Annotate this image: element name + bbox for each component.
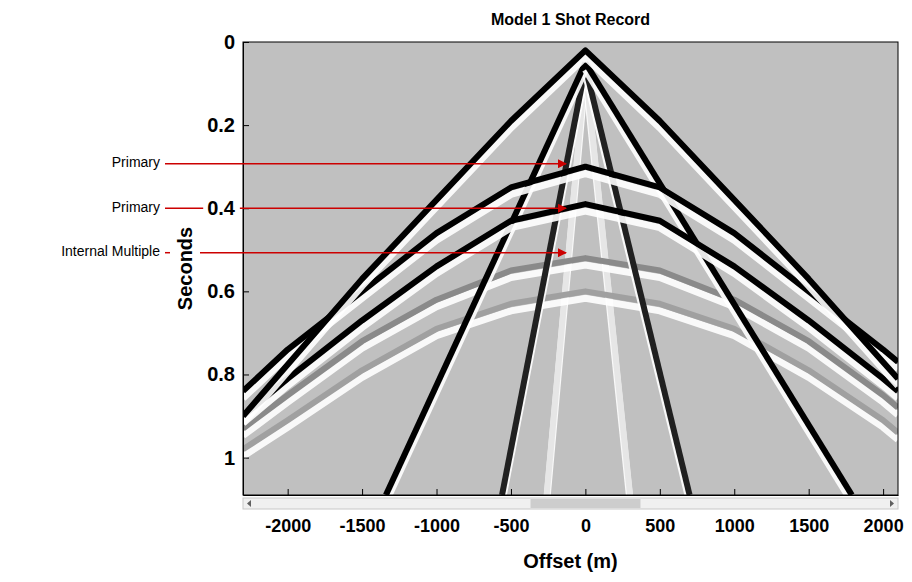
x-tick: -1000 <box>414 489 460 536</box>
x-tick-mark <box>883 489 884 495</box>
x-tick: -2000 <box>265 489 311 536</box>
y-tick-label: 0.8 <box>207 363 235 385</box>
scrollbar-arrow <box>890 500 894 507</box>
x-tick-mark <box>585 489 586 495</box>
annotation-label: Internal Multiple <box>61 243 160 259</box>
y-axis: 0 0.2 0.4 0.6 0.8 1 <box>207 31 249 496</box>
y-tick-mark <box>243 458 249 459</box>
chart-title: Model 1 Shot Record <box>491 11 650 28</box>
chart-svg: Model 1 Shot Record -2000 -1500 -1000 -500 0 5… <box>0 0 912 582</box>
marks <box>243 50 898 495</box>
y-tick: 0.2 <box>207 114 249 136</box>
y-tick-label: 0.4 <box>207 197 236 219</box>
annotation-arrow <box>165 252 170 254</box>
y-tick: 0.8 <box>207 363 249 385</box>
x-tick-label: 500 <box>645 516 675 536</box>
annotation-arrow <box>165 163 566 165</box>
x-tick: 1500 <box>789 489 829 536</box>
seismic-event <box>502 67 585 495</box>
scrollbar-arrow <box>247 500 251 507</box>
x-axis-title: Offset (m) <box>523 550 617 572</box>
x-tick-mark <box>511 489 512 495</box>
y-tick-label: 0 <box>224 31 235 53</box>
x-tick-mark <box>437 489 438 495</box>
x-tick-mark <box>734 489 735 495</box>
seismic-event <box>243 50 898 416</box>
x-tick-label: -1000 <box>414 516 460 536</box>
x-tick: 2000 <box>864 489 904 536</box>
plot-frame <box>243 42 898 495</box>
x-tick-mark <box>809 489 810 495</box>
annotation-arrow <box>200 252 566 254</box>
x-tick-label: 2000 <box>864 516 904 536</box>
annotation-label: Primary <box>112 199 160 215</box>
y-tick-label: 1 <box>224 446 235 468</box>
y-axis-title: Seconds <box>174 227 196 310</box>
x-tick-mark <box>362 489 363 495</box>
x-tick-label: -2000 <box>265 516 311 536</box>
x-tick-label: 0 <box>581 516 591 536</box>
scrollbar <box>243 498 898 509</box>
y-tick-label: 0.2 <box>207 114 235 136</box>
y-tick-mark <box>243 42 249 43</box>
x-tick: -1500 <box>340 489 386 536</box>
y-tick-mark <box>243 374 249 375</box>
x-tick: -500 <box>493 489 529 536</box>
x-axis-line <box>244 495 899 496</box>
seismic-event <box>585 67 689 495</box>
wavelet-lobe <box>243 57 898 423</box>
y-tick: 1 <box>224 446 249 468</box>
y-tick: 0.6 <box>207 280 249 302</box>
y-tick-mark <box>243 125 249 126</box>
annotation-arrow <box>240 207 566 209</box>
x-tick-label: 1000 <box>715 516 755 536</box>
x-tick-mark <box>660 489 661 495</box>
x-tick: 500 <box>645 489 675 536</box>
y-tick-label: 0.6 <box>207 280 235 302</box>
x-tick: 0 <box>581 489 591 536</box>
x-tick-label: -1500 <box>340 516 386 536</box>
y-tick-mark <box>243 291 249 292</box>
x-tick-mark <box>288 489 289 495</box>
x-axis: -2000 -1500 -1000 -500 0 500 1000 1500 2000 <box>244 489 904 536</box>
annotation-arrow <box>165 207 203 209</box>
y-tick: 0 <box>224 31 249 53</box>
x-tick-label: 1500 <box>789 516 829 536</box>
annotation-label: Primary <box>112 154 160 170</box>
y-axis-line <box>243 43 244 496</box>
x-tick: 1000 <box>715 489 755 536</box>
x-tick-label: -500 <box>493 516 529 536</box>
scrollbar-thumb <box>531 499 641 508</box>
scrollbar-track <box>243 498 898 509</box>
